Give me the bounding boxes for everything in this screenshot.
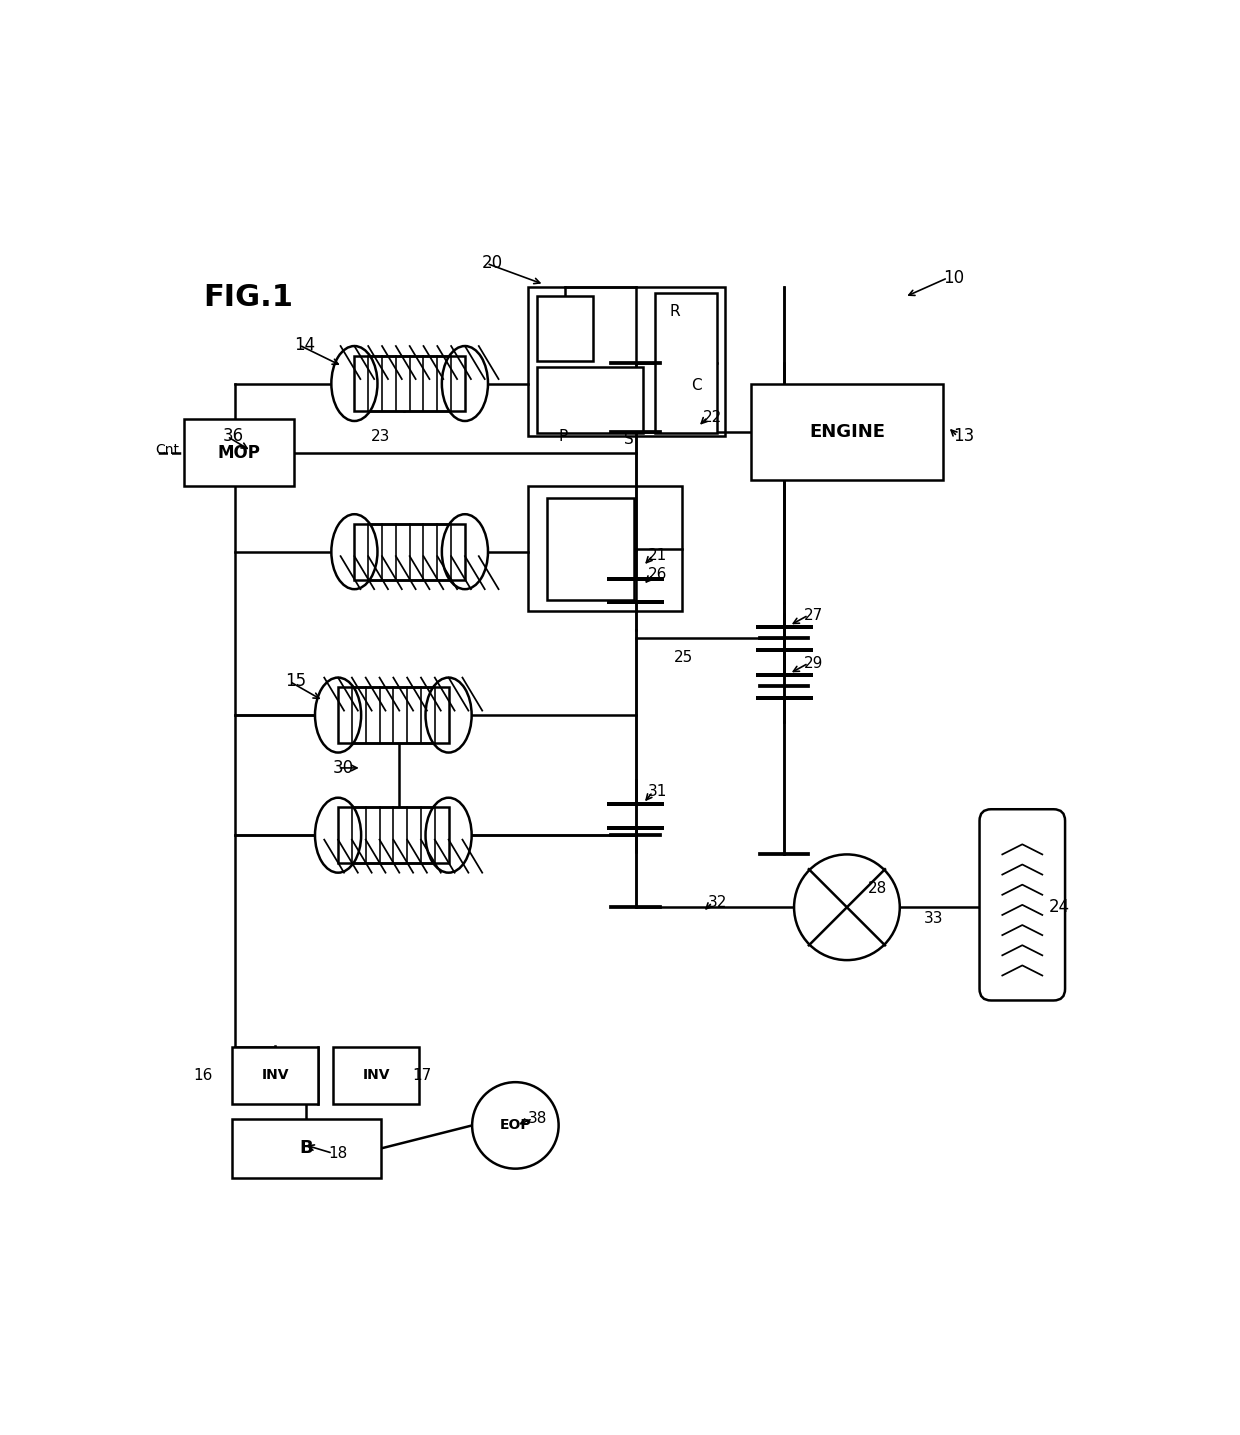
Ellipse shape	[425, 798, 471, 872]
Bar	[537, 296, 593, 362]
Text: R: R	[670, 304, 680, 319]
Text: Cnt: Cnt	[155, 443, 179, 456]
Bar	[355, 524, 465, 580]
Ellipse shape	[425, 677, 471, 752]
Bar	[339, 808, 449, 862]
Bar	[232, 1046, 319, 1105]
Circle shape	[472, 1082, 558, 1168]
Text: 27: 27	[804, 607, 823, 623]
Text: 18: 18	[327, 1145, 347, 1161]
Text: 16: 16	[193, 1068, 213, 1083]
Ellipse shape	[441, 346, 489, 420]
Bar	[332, 1046, 419, 1105]
Text: 20: 20	[481, 254, 503, 273]
Text: 15: 15	[285, 673, 306, 690]
Bar	[528, 486, 682, 611]
Text: 26: 26	[649, 567, 667, 583]
Text: FIG.1: FIG.1	[203, 283, 293, 311]
Text: 32: 32	[708, 895, 727, 910]
Bar	[232, 1119, 381, 1178]
Text: INV: INV	[362, 1069, 389, 1082]
Bar	[184, 419, 294, 486]
Text: S: S	[624, 432, 634, 446]
Circle shape	[794, 854, 900, 960]
Text: 13: 13	[952, 428, 973, 445]
Bar	[339, 687, 449, 743]
Text: 36: 36	[222, 428, 243, 445]
Text: 33: 33	[924, 911, 944, 927]
Text: 31: 31	[649, 785, 667, 799]
Text: 14: 14	[294, 336, 315, 354]
Text: P: P	[558, 429, 568, 443]
Text: ENGINE: ENGINE	[808, 422, 885, 441]
Ellipse shape	[331, 514, 377, 590]
Text: C: C	[691, 377, 702, 393]
Bar	[355, 356, 465, 412]
FancyBboxPatch shape	[980, 809, 1065, 1000]
Text: EOP: EOP	[500, 1118, 531, 1132]
Ellipse shape	[315, 798, 361, 872]
Text: 10: 10	[942, 268, 965, 287]
Text: 25: 25	[675, 650, 693, 664]
Text: 29: 29	[804, 656, 823, 670]
Text: 30: 30	[332, 759, 353, 776]
Bar	[355, 524, 465, 580]
Bar	[655, 293, 717, 432]
Text: 28: 28	[868, 881, 888, 895]
Bar	[339, 687, 449, 743]
Text: 17: 17	[413, 1068, 432, 1083]
Text: 24: 24	[1049, 898, 1070, 917]
Text: MOP: MOP	[218, 443, 260, 462]
Text: B: B	[300, 1139, 314, 1158]
Bar	[547, 498, 634, 600]
Text: INV: INV	[262, 1069, 289, 1082]
Text: 21: 21	[649, 548, 667, 563]
Text: 38: 38	[528, 1111, 547, 1126]
Ellipse shape	[441, 514, 489, 590]
Ellipse shape	[331, 346, 377, 420]
Text: 22: 22	[703, 409, 722, 425]
Bar	[355, 356, 465, 412]
Ellipse shape	[315, 677, 361, 752]
Bar	[537, 367, 644, 432]
Text: 23: 23	[371, 429, 391, 443]
Bar	[528, 287, 725, 436]
Bar	[751, 383, 944, 479]
Bar	[339, 808, 449, 862]
